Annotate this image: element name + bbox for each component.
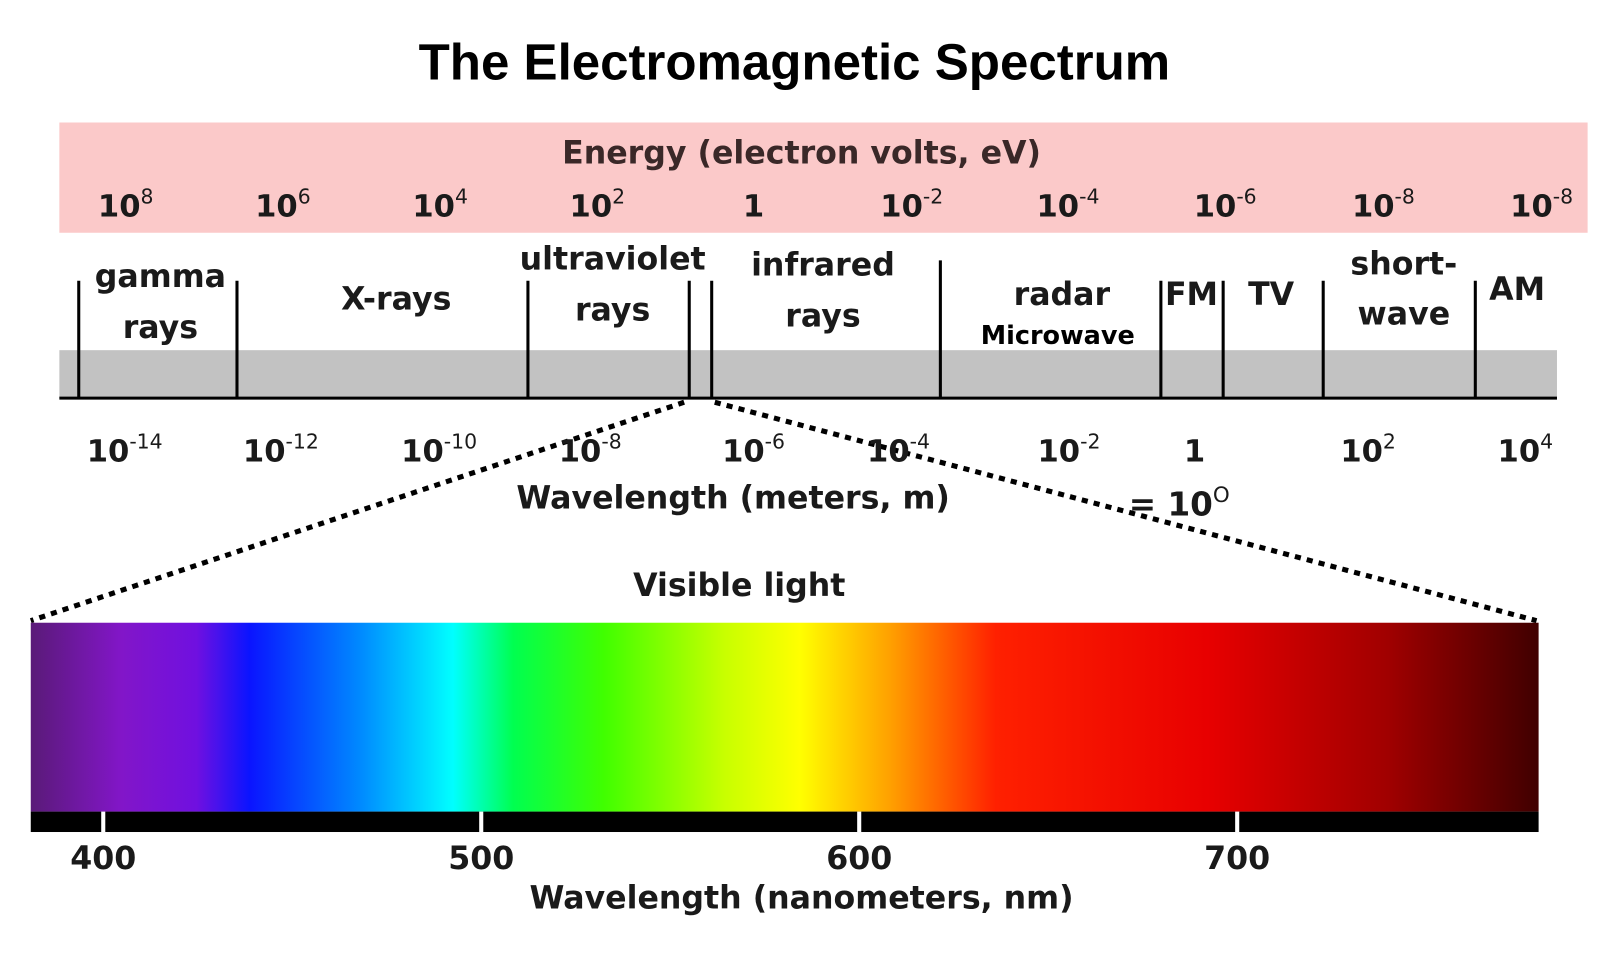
wavelength-value-base: 10 xyxy=(243,434,286,469)
energy-value: 10-2 xyxy=(880,185,943,225)
wavelength-value-base: 10 xyxy=(722,434,765,469)
nm-tick-label: 700 xyxy=(1204,841,1270,877)
wavelength-note: = 10O xyxy=(1129,483,1230,524)
nm-axis-label: Wavelength (nanometers, nm) xyxy=(529,881,1073,917)
wavelength-value: 10-4 xyxy=(867,430,930,470)
energy-value-base: 10 xyxy=(412,189,455,224)
wavelength-value-base: 10 xyxy=(1340,434,1383,469)
energy-value-exponent: 8 xyxy=(141,185,154,209)
region-label: AM xyxy=(1489,272,1545,308)
energy-value: 10-4 xyxy=(1036,185,1099,225)
wavelength-value: 10-10 xyxy=(401,430,477,470)
wavelength-value: 10-12 xyxy=(243,430,319,470)
visible-spectrum xyxy=(30,622,1539,812)
wavelength-value: 10-2 xyxy=(1038,430,1101,470)
wavelength-value-base: 10 xyxy=(867,434,910,469)
region-label: rays xyxy=(785,299,860,335)
wavelength-value: 1 xyxy=(1184,434,1205,469)
visible-label: Visible light xyxy=(633,568,845,604)
energy-value: 108 xyxy=(98,185,154,225)
wavelength-value: 10-6 xyxy=(722,430,785,470)
energy-value-base: 1 xyxy=(743,189,764,224)
energy-value-base: 10 xyxy=(255,189,298,224)
energy-value: 104 xyxy=(412,185,468,225)
region-label: rays xyxy=(123,310,198,346)
nm-scale-bar xyxy=(30,811,1539,833)
nm-tick-label: 600 xyxy=(826,841,892,877)
wavelength-value-exponent: -6 xyxy=(765,430,785,454)
wavelength-value: 104 xyxy=(1498,430,1554,470)
wavelength-value-exponent: 4 xyxy=(1540,430,1553,454)
wavelength-value: 10-8 xyxy=(559,430,622,470)
energy-value: 1 xyxy=(743,189,764,224)
wavelength-value-base: 10 xyxy=(1038,434,1081,469)
wavelength-label: Wavelength (meters, m) xyxy=(516,480,950,516)
energy-value-base: 10 xyxy=(1194,189,1237,224)
region-label: rays xyxy=(575,293,650,329)
energy-band xyxy=(59,122,1588,233)
wavelength-value-base: 10 xyxy=(401,434,444,469)
energy-value: 10-6 xyxy=(1194,185,1257,225)
wavelength-note-base: = 10 xyxy=(1129,486,1213,524)
energy-value: 10-8 xyxy=(1352,185,1415,225)
energy-value-exponent: -2 xyxy=(923,185,943,209)
wavelength-value-base: 10 xyxy=(87,434,130,469)
region-label: FM xyxy=(1165,277,1218,313)
energy-value-exponent: -4 xyxy=(1079,185,1099,209)
spectrum-band xyxy=(59,350,1557,399)
wavelength-value: 102 xyxy=(1340,430,1396,470)
wavelength-value-base: 1 xyxy=(1184,434,1205,469)
wavelength-value-exponent: -12 xyxy=(286,430,319,454)
energy-value-base: 10 xyxy=(880,189,923,224)
nm-tick-label: 500 xyxy=(448,841,514,877)
energy-value-exponent: -6 xyxy=(1236,185,1256,209)
energy-value-base: 10 xyxy=(570,189,613,224)
nm-tick-label: 400 xyxy=(70,841,136,877)
energy-value-base: 10 xyxy=(1352,189,1395,224)
energy-value-exponent: 6 xyxy=(298,185,311,209)
energy-value-base: 10 xyxy=(1510,189,1553,224)
wavelength-value-exponent: -8 xyxy=(601,430,621,454)
energy-value-exponent: -8 xyxy=(1553,185,1573,209)
wavelength-note-exponent: O xyxy=(1213,483,1230,508)
region-label: gamma xyxy=(95,259,226,295)
energy-value-base: 10 xyxy=(98,189,141,224)
energy-value-exponent: 4 xyxy=(455,185,468,209)
wavelength-value-base: 10 xyxy=(559,434,602,469)
region-label: radar xyxy=(1014,277,1111,313)
energy-value-exponent: -8 xyxy=(1395,185,1415,209)
energy-label: Energy (electron volts, eV) xyxy=(562,135,1041,171)
wavelength-value-base: 10 xyxy=(1498,434,1541,469)
region-label: ultraviolet xyxy=(520,242,706,278)
region-label: wave xyxy=(1358,297,1451,333)
energy-value: 102 xyxy=(570,185,626,225)
title: The Electromagnetic Spectrum xyxy=(419,34,1170,91)
energy-value-base: 10 xyxy=(1036,189,1079,224)
wavelength-value-exponent: -14 xyxy=(129,430,162,454)
zoom-line xyxy=(29,399,685,624)
energy-value-exponent: 2 xyxy=(612,185,625,209)
energy-value: 106 xyxy=(255,185,311,225)
wavelength-value-exponent: -10 xyxy=(444,430,477,454)
region-label: X-rays xyxy=(341,281,451,317)
wavelength-value-exponent: -4 xyxy=(910,430,930,454)
region-label: infrared xyxy=(751,248,895,284)
wavelength-value-exponent: -2 xyxy=(1080,430,1100,454)
region-sublabel: Microwave xyxy=(981,321,1135,351)
region-label: short- xyxy=(1350,247,1457,283)
region-label: TV xyxy=(1248,277,1295,313)
wavelength-value: 10-14 xyxy=(87,430,163,470)
energy-value: 10-8 xyxy=(1510,185,1573,225)
wavelength-value-exponent: 2 xyxy=(1383,430,1396,454)
